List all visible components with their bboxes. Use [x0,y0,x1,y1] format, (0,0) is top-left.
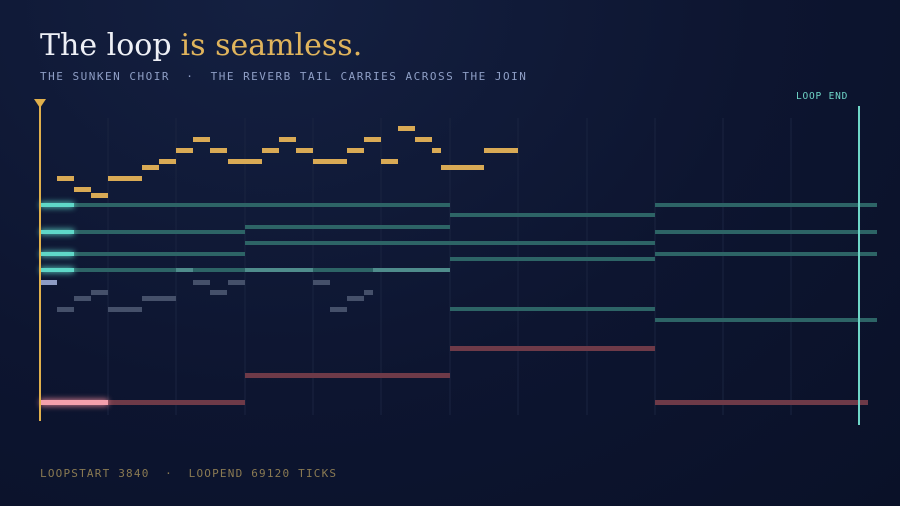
bass-notes [40,346,868,406]
grid [107,118,792,415]
loop-end-label: LOOP END [796,91,849,102]
choir-notes [40,280,373,312]
title: The loop is seamless. [40,28,362,63]
melody-notes [57,126,518,198]
pad-notes [40,203,877,322]
title-main: The loop [40,28,172,63]
playhead-marker [34,99,46,108]
title-accent: is seamless. [180,28,363,63]
footer: LOOPSTART 3840 · LOOPEND 69120 TICKS [40,467,338,480]
subtitle: THE SUNKEN CHOIR · THE REVERB TAIL CARRI… [40,70,528,83]
pad-heads [40,202,74,273]
